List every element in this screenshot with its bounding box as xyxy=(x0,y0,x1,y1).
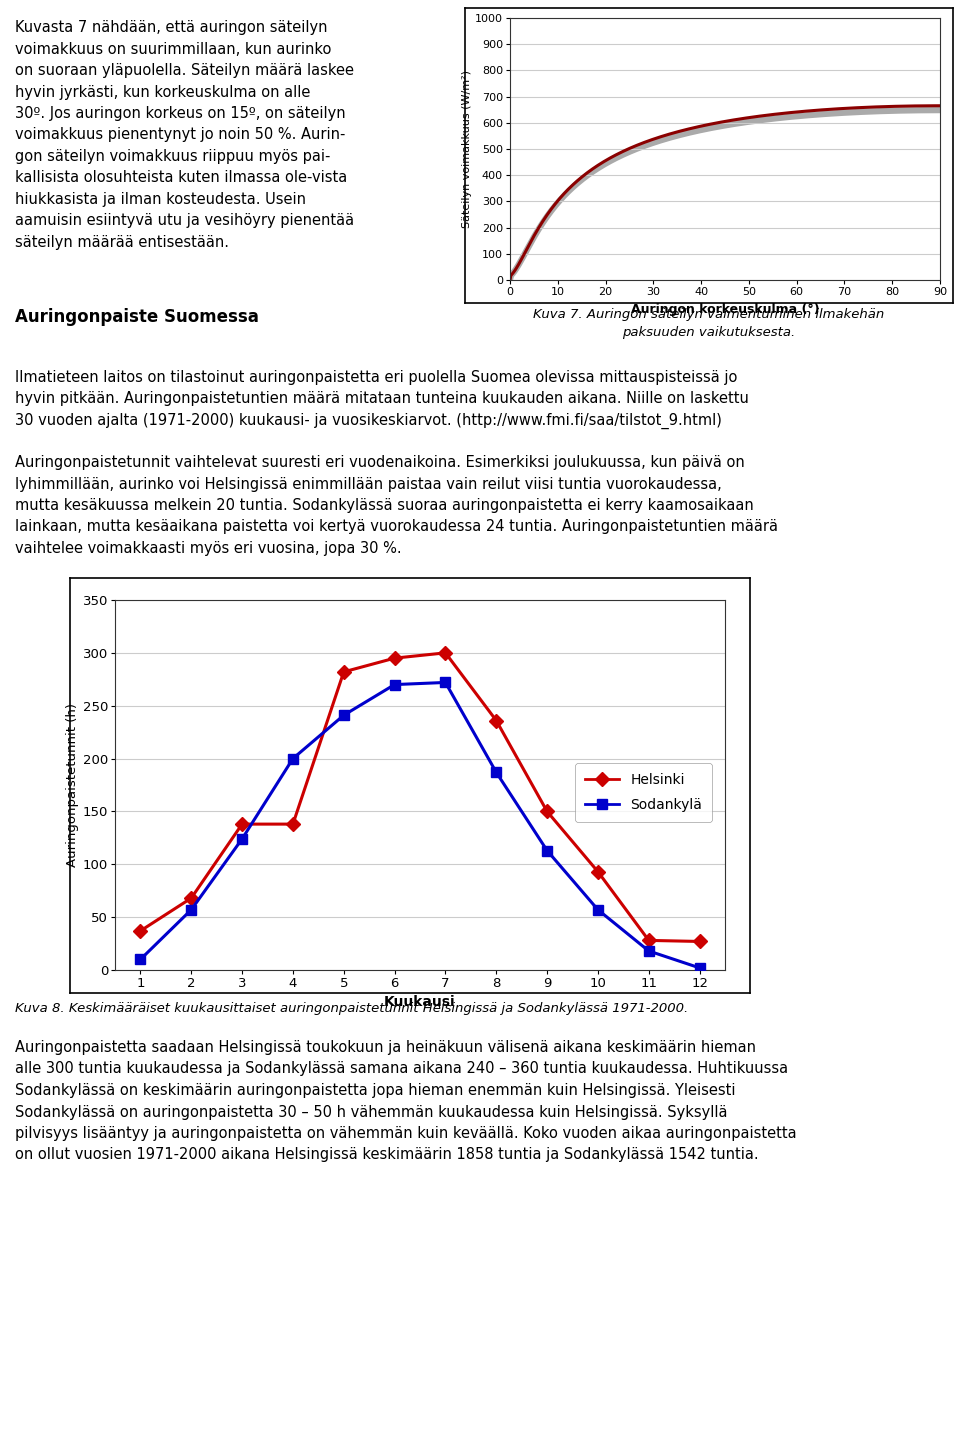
Text: Sodankylässä on keskimäärin auringonpaistetta jopa hieman enemmän kuin Helsingis: Sodankylässä on keskimäärin auringonpais… xyxy=(15,1082,735,1098)
Text: gon säteilyn voimakkuus riippuu myös pai-: gon säteilyn voimakkuus riippuu myös pai… xyxy=(15,149,330,164)
Text: aamuisin esiintyvä utu ja vesihöyry pienentää: aamuisin esiintyvä utu ja vesihöyry pien… xyxy=(15,213,354,228)
Text: Auringonpaistetunnit vaihtelevat suuresti eri vuodenaikoina. Esimerkiksi jouluku: Auringonpaistetunnit vaihtelevat suurest… xyxy=(15,456,745,470)
Text: hyvin jyrkästi, kun korkeuskulma on alle: hyvin jyrkästi, kun korkeuskulma on alle xyxy=(15,84,310,100)
Text: mutta kesäkuussa melkein 20 tuntia. Sodankylässä suoraa auringonpaistetta ei ker: mutta kesäkuussa melkein 20 tuntia. Soda… xyxy=(15,498,754,514)
Text: voimakkuus on suurimmillaan, kun aurinko: voimakkuus on suurimmillaan, kun aurinko xyxy=(15,42,331,57)
Text: Sodankylässä on auringonpaistetta 30 – 50 h vähemmän kuukaudessa kuin Helsingiss: Sodankylässä on auringonpaistetta 30 – 5… xyxy=(15,1104,728,1120)
Text: on ollut vuosien 1971-2000 aikana Helsingissä keskimäärin 1858 tuntia ja Sodanky: on ollut vuosien 1971-2000 aikana Helsin… xyxy=(15,1148,758,1162)
Text: lainkaan, mutta kesäaikana paistetta voi kertyä vuorokaudessa 24 tuntia. Auringo: lainkaan, mutta kesäaikana paistetta voi… xyxy=(15,519,778,534)
X-axis label: Kuukausi: Kuukausi xyxy=(384,995,456,1010)
Text: Kuva 8. Keskimääräiset kuukausittaiset auringonpaistetunnit Helsingissä ja Sodan: Kuva 8. Keskimääräiset kuukausittaiset a… xyxy=(15,1003,688,1016)
Text: Kuvasta 7 nähdään, että auringon säteilyn: Kuvasta 7 nähdään, että auringon säteily… xyxy=(15,20,327,35)
X-axis label: Auringon korkeuskulma (°): Auringon korkeuskulma (°) xyxy=(631,302,819,315)
Text: vaihtelee voimakkaasti myös eri vuosina, jopa 30 %.: vaihtelee voimakkaasti myös eri vuosina,… xyxy=(15,541,401,556)
Text: on suoraan yläpuolella. Säteilyn määrä laskee: on suoraan yläpuolella. Säteilyn määrä l… xyxy=(15,62,354,78)
Text: alle 300 tuntia kuukaudessa ja Sodankylässä samana aikana 240 – 360 tuntia kuuka: alle 300 tuntia kuukaudessa ja Sodankylä… xyxy=(15,1062,788,1077)
Text: Auringonpaiste Suomessa: Auringonpaiste Suomessa xyxy=(15,308,259,326)
Text: kallisista olosuhteista kuten ilmassa ole-vista: kallisista olosuhteista kuten ilmassa ol… xyxy=(15,171,348,186)
Text: voimakkuus pienentynyt jo noin 50 %. Aurin-: voimakkuus pienentynyt jo noin 50 %. Aur… xyxy=(15,128,346,142)
Text: säteilyn määrää entisestään.: säteilyn määrää entisestään. xyxy=(15,235,229,250)
Text: 30º. Jos auringon korkeus on 15º, on säteilyn: 30º. Jos auringon korkeus on 15º, on sät… xyxy=(15,106,346,120)
Legend: Helsinki, Sodankylä: Helsinki, Sodankylä xyxy=(575,763,712,821)
Text: paksuuden vaikutuksesta.: paksuuden vaikutuksesta. xyxy=(622,326,796,340)
Text: pilvisyys lisääntyy ja auringonpaistetta on vähemmän kuin keväällä. Koko vuoden : pilvisyys lisääntyy ja auringonpaistetta… xyxy=(15,1126,797,1140)
Y-axis label: Säteilyn voimakkuus (W/m²): Säteilyn voimakkuus (W/m²) xyxy=(463,70,472,228)
Text: Auringonpaistetta saadaan Helsingissä toukokuun ja heinäkuun välisenä aikana kes: Auringonpaistetta saadaan Helsingissä to… xyxy=(15,1040,756,1055)
Text: hiukkasista ja ilman kosteudesta. Usein: hiukkasista ja ilman kosteudesta. Usein xyxy=(15,192,306,207)
Text: Kuva 7. Auringon säteilyn vaimentuminen ilmakehän: Kuva 7. Auringon säteilyn vaimentuminen … xyxy=(534,308,884,321)
Text: Ilmatieteen laitos on tilastoinut auringonpaistetta eri puolella Suomea olevissa: Ilmatieteen laitos on tilastoinut auring… xyxy=(15,370,737,385)
Text: 30 vuoden ajalta (1971-2000) kuukausi- ja vuosikeskiarvot. (http://www.fmi.fi/sa: 30 vuoden ajalta (1971-2000) kuukausi- j… xyxy=(15,414,722,429)
Text: lyhimmillään, aurinko voi Helsingissä enimmillään paistaa vain reilut viisi tunt: lyhimmillään, aurinko voi Helsingissä en… xyxy=(15,476,722,492)
Y-axis label: Auringonpaistetunnit (h): Auringonpaistetunnit (h) xyxy=(65,702,79,868)
Text: hyvin pitkään. Auringonpaistetuntien määrä mitataan tunteina kuukauden aikana. N: hyvin pitkään. Auringonpaistetuntien mää… xyxy=(15,392,749,406)
